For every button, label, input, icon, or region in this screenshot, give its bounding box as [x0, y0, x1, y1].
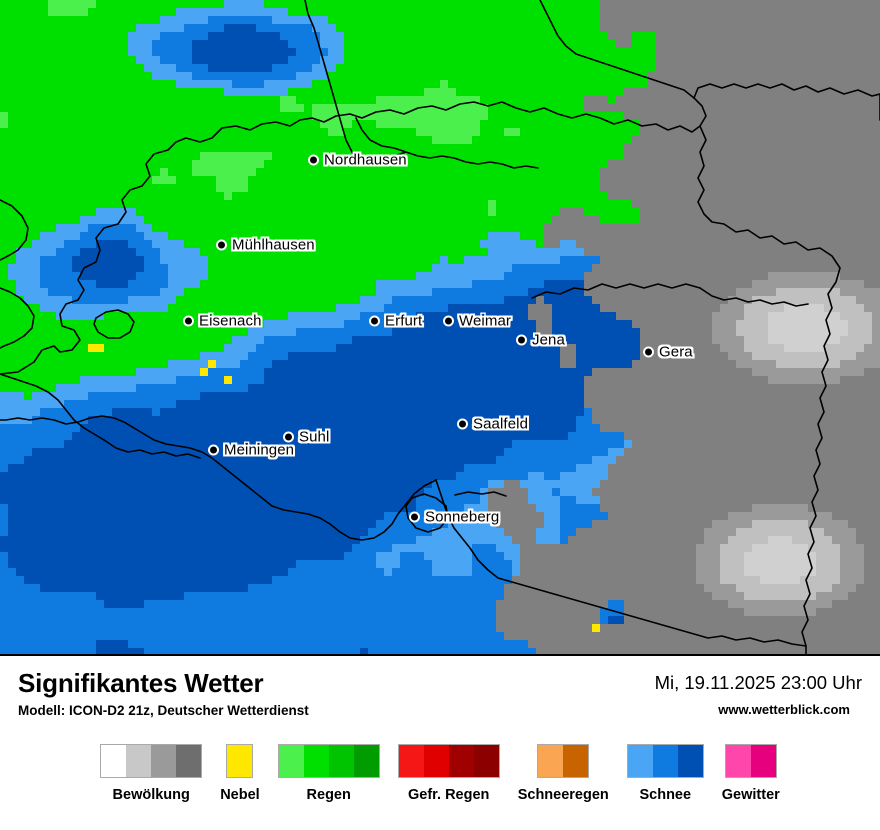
model-subtitle: Modell: ICON-D2 21z, Deutscher Wetterdie…: [18, 703, 309, 718]
city-label: Sonneberg: [425, 508, 500, 526]
legend-swatch: [677, 745, 703, 777]
legend-label: Gefr. Regen: [408, 787, 490, 803]
legend-swatch: [423, 745, 449, 777]
city-marker-saalfeld[interactable]: Saalfeld: [457, 416, 528, 433]
legend-swatch: [563, 745, 589, 777]
legend-swatch-row: [100, 744, 203, 778]
legend-swatch: [353, 745, 379, 777]
legend-label: Schnee: [639, 787, 692, 803]
legend-label: Schneeregen: [517, 787, 609, 803]
city-marker-jena[interactable]: Jena: [516, 332, 565, 349]
city-marker-meiningen[interactable]: Meiningen: [208, 442, 294, 459]
legend-swatch: [227, 745, 253, 777]
city-marker-nordhausen[interactable]: Nordhausen: [308, 152, 407, 169]
legend-swatch: [176, 745, 202, 777]
administrative-border-layer: [0, 0, 880, 654]
legend-swatch-row: [724, 744, 777, 778]
city-dot-icon: [409, 511, 420, 523]
forecast-timestamp: Mi, 19.11.2025 23:00 Uhr: [654, 672, 862, 693]
legend-label: Nebel: [220, 787, 260, 803]
footer-header-row: Signifikantes Wetter Modell: ICON-D2 21z…: [0, 656, 880, 726]
city-marker-mhlhausen[interactable]: Mühlhausen: [216, 237, 315, 254]
legend-swatch: [101, 745, 127, 777]
map-panel[interactable]: Nordhausen Mühlhausen Eisenach Erfurt Weimar…: [0, 0, 880, 656]
weather-legend: Bewölkung Nebel Regen Gefr. Regen Schneerege…: [0, 744, 880, 803]
legend-label: Gewitter: [721, 787, 780, 803]
city-dot-icon: [183, 315, 194, 327]
city-label: Saalfeld: [473, 415, 529, 433]
city-label: Jena: [532, 331, 565, 349]
city-dot-icon: [516, 334, 527, 346]
city-dot-icon: [208, 444, 219, 456]
title-block: Signifikantes Wetter Modell: ICON-D2 21z…: [18, 668, 309, 720]
city-label: Suhl: [299, 428, 330, 446]
legend-item-gefr-regen: Gefr. Regen: [397, 744, 500, 803]
legend-swatch-row: [626, 744, 704, 778]
city-dot-icon: [457, 418, 468, 430]
city-dot-icon: [283, 431, 294, 443]
legend-swatch: [398, 745, 424, 777]
meta-block: Mi, 19.11.2025 23:00 Uhr www.wetterblick…: [655, 672, 862, 719]
city-marker-erfurt[interactable]: Erfurt: [369, 313, 422, 330]
city-label: Nordhausen: [324, 151, 407, 169]
legend-item-schnee: Schnee: [626, 744, 704, 803]
city-marker-gera[interactable]: Gera: [643, 344, 693, 361]
legend-item-bew-lkung: Bewölkung: [100, 744, 203, 803]
legend-label: Regen: [306, 787, 351, 803]
legend-swatch: [126, 745, 152, 777]
city-marker-weimar[interactable]: Weimar: [443, 313, 511, 330]
legend-swatch: [303, 745, 329, 777]
footer-panel: Signifikantes Wetter Modell: ICON-D2 21z…: [0, 656, 880, 830]
city-marker-eisenach[interactable]: Eisenach: [183, 313, 262, 330]
city-dot-icon: [308, 154, 319, 166]
city-label: Gera: [659, 343, 693, 361]
legend-label: Bewölkung: [112, 787, 190, 803]
website-attribution: www.wetterblick.com: [718, 702, 850, 717]
legend-swatch: [652, 745, 678, 777]
legend-swatch: [278, 745, 304, 777]
legend-swatch: [538, 745, 564, 777]
city-label-layer: Nordhausen Mühlhausen Eisenach Erfurt Weimar…: [183, 152, 693, 526]
city-label: Eisenach: [199, 312, 262, 330]
legend-swatch: [473, 745, 499, 777]
city-label: Mühlhausen: [232, 236, 315, 254]
legend-swatch: [725, 745, 751, 777]
legend-swatch: [448, 745, 474, 777]
legend-item-gewitter: Gewitter: [722, 744, 780, 803]
legend-item-schneeregen: Schneeregen: [518, 744, 609, 803]
city-dot-icon: [369, 315, 380, 327]
legend-item-regen: Regen: [277, 744, 380, 803]
legend-swatch-row: [537, 744, 590, 778]
city-dot-icon: [643, 346, 654, 358]
city-dot-icon: [216, 239, 227, 251]
legend-swatch: [151, 745, 177, 777]
city-marker-sonneberg[interactable]: Sonneberg: [409, 509, 499, 526]
legend-swatch-row: [277, 744, 380, 778]
city-label: Meiningen: [224, 441, 295, 459]
city-label: Weimar: [459, 312, 511, 330]
legend-swatch-row: [226, 744, 254, 778]
legend-swatch-row: [397, 744, 500, 778]
legend-swatch: [328, 745, 354, 777]
legend-swatch: [750, 745, 776, 777]
legend-swatch: [627, 745, 653, 777]
city-marker-suhl[interactable]: Suhl: [283, 429, 329, 446]
city-dot-icon: [443, 315, 454, 327]
legend-item-nebel: Nebel: [220, 744, 260, 803]
page-title: Signifikantes Wetter: [18, 668, 264, 698]
city-label: Erfurt: [385, 312, 423, 330]
